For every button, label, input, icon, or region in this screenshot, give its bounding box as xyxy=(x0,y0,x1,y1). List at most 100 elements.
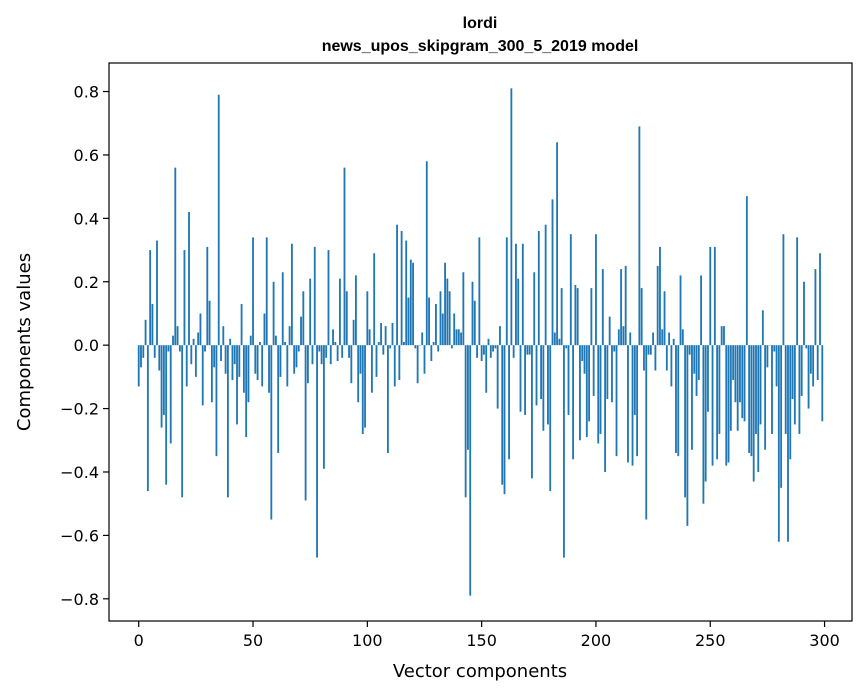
y-tick-label: 0.2 xyxy=(74,273,99,292)
bar-250 xyxy=(709,246,712,346)
bar-210 xyxy=(617,329,620,346)
bar-29 xyxy=(204,345,206,352)
bar-278 xyxy=(773,345,776,352)
bar-109 xyxy=(387,345,389,453)
bar-105 xyxy=(377,342,380,346)
bar-103 xyxy=(373,253,376,346)
bar-137 xyxy=(451,345,453,349)
bar-171 xyxy=(528,345,531,355)
bar-228 xyxy=(659,246,661,346)
bar-119 xyxy=(409,259,412,346)
y-axis: −0.8 −0.6 −0.4 −0.2 0.0 0.2 0.4 0.6 0.8 xyxy=(60,83,109,609)
bar-78 xyxy=(316,345,318,558)
bar-221 xyxy=(643,345,645,371)
bar-189 xyxy=(569,234,572,346)
bar-5 xyxy=(149,250,152,346)
bar-204 xyxy=(604,345,607,472)
bar-117 xyxy=(405,240,408,346)
bar-162 xyxy=(508,345,510,460)
bar-130 xyxy=(435,303,437,346)
bar-200 xyxy=(595,234,597,346)
bar-74 xyxy=(306,345,309,384)
y-tick-label: −0.8 xyxy=(60,590,99,609)
bar-80 xyxy=(320,345,323,365)
bar-81 xyxy=(322,345,325,469)
bar-186 xyxy=(563,345,565,558)
bar-41 xyxy=(231,345,234,381)
bar-87 xyxy=(336,345,339,362)
bar-7 xyxy=(153,345,156,358)
bar-251 xyxy=(711,345,714,466)
bar-25 xyxy=(194,345,197,377)
bar-188 xyxy=(567,345,570,415)
bar-180 xyxy=(549,345,552,492)
bar-57 xyxy=(268,345,270,393)
bar-257 xyxy=(725,345,728,466)
bar-246 xyxy=(700,275,703,346)
bar-69 xyxy=(295,345,298,368)
bar-237 xyxy=(679,275,682,346)
bar-220 xyxy=(640,288,643,346)
bar-139 xyxy=(455,329,458,346)
bar-115 xyxy=(400,231,403,346)
bar-153 xyxy=(487,338,490,346)
bar-243 xyxy=(693,345,696,374)
bar-0 xyxy=(137,345,140,387)
x-axis: 0 50 100 150 200 250 300 xyxy=(134,621,840,650)
bar-108 xyxy=(384,326,387,346)
bar-92 xyxy=(348,345,350,358)
bar-298 xyxy=(819,253,821,346)
bar-107 xyxy=(382,345,385,355)
chart-title-line-2: news_upos_skipgram_300_5_2019 model xyxy=(322,38,639,55)
bar-77 xyxy=(313,246,316,346)
bar-28 xyxy=(201,345,204,406)
bar-60 xyxy=(274,335,277,346)
bar-83 xyxy=(327,250,330,346)
bar-225 xyxy=(652,332,655,346)
bar-118 xyxy=(407,297,410,346)
bar-16 xyxy=(174,167,177,346)
bar-66 xyxy=(288,326,291,346)
bar-61 xyxy=(277,345,280,453)
bar-292 xyxy=(805,345,808,349)
bar-13 xyxy=(167,345,170,352)
bar-223 xyxy=(647,345,650,355)
bar-121 xyxy=(414,345,417,349)
bar-264 xyxy=(741,345,744,419)
bar-155 xyxy=(492,345,494,352)
bar-98 xyxy=(361,345,364,434)
bar-192 xyxy=(576,288,579,346)
bar-222 xyxy=(645,345,648,520)
bar-100 xyxy=(366,291,369,346)
bar-286 xyxy=(791,345,794,400)
y-tick-label: 0.6 xyxy=(74,146,99,165)
bar-196 xyxy=(585,345,588,438)
bar-138 xyxy=(453,313,456,346)
bar-174 xyxy=(535,345,538,406)
bar-160 xyxy=(503,345,506,495)
bar-176 xyxy=(540,345,542,400)
bar-72 xyxy=(302,291,305,346)
bar-232 xyxy=(668,332,671,346)
bar-63 xyxy=(281,272,284,346)
bar-208 xyxy=(613,345,616,352)
bar-112 xyxy=(393,345,396,387)
bar-2 xyxy=(142,345,145,358)
bar-150 xyxy=(480,345,483,362)
bar-24 xyxy=(192,338,195,346)
bar-75 xyxy=(309,278,312,346)
bar-235 xyxy=(675,345,677,453)
bar-227 xyxy=(656,265,659,346)
bar-143 xyxy=(464,345,467,498)
bar-89 xyxy=(341,345,344,358)
bar-158 xyxy=(499,326,501,346)
bar-15 xyxy=(172,335,174,346)
bar-282 xyxy=(782,234,785,346)
bar-18 xyxy=(178,345,181,352)
bar-293 xyxy=(807,345,810,409)
bar-31 xyxy=(208,300,211,346)
bar-262 xyxy=(736,345,739,431)
bar-147 xyxy=(473,300,476,346)
bar-59 xyxy=(272,281,275,346)
bar-224 xyxy=(649,345,652,355)
